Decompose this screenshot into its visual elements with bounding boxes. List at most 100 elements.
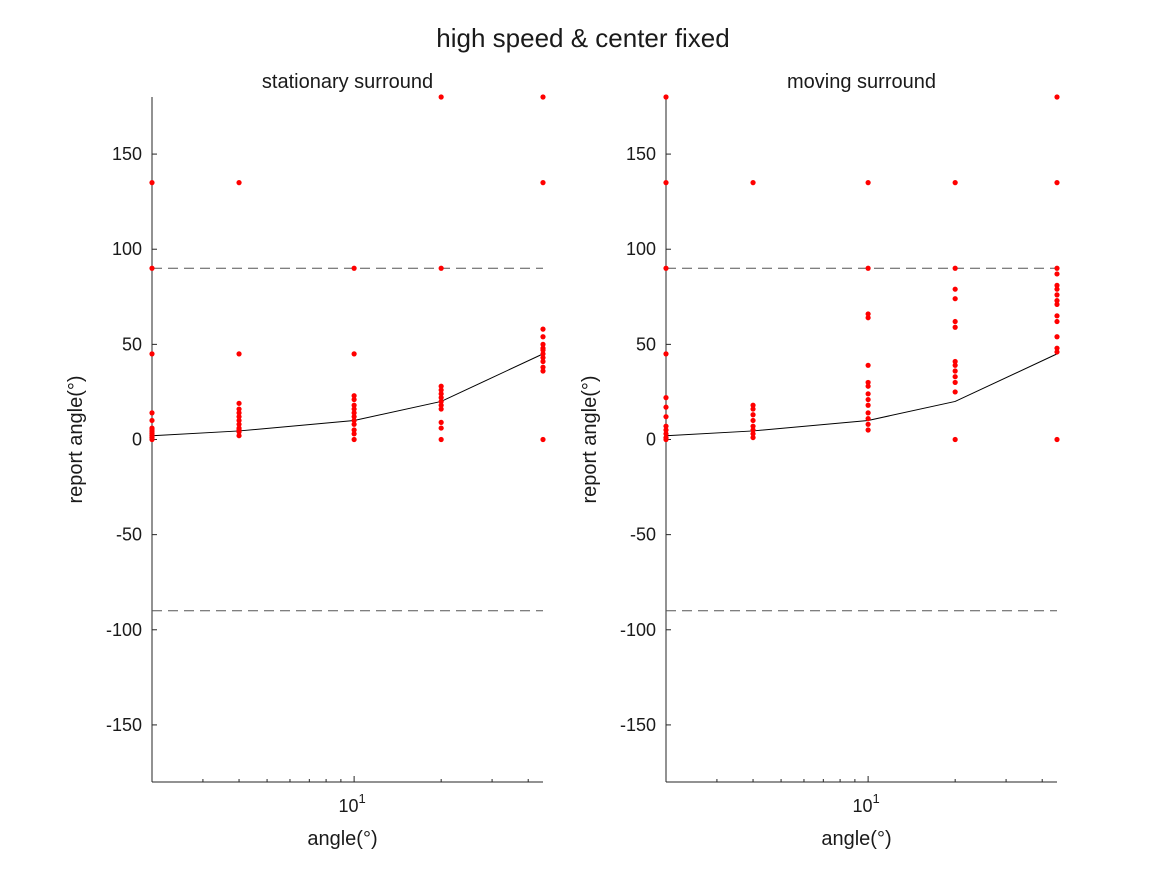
data-point xyxy=(438,436,444,443)
data-point xyxy=(438,419,444,425)
data-point xyxy=(540,326,546,332)
data-point xyxy=(540,334,546,340)
y-tick-label: 100 xyxy=(112,239,142,259)
data-point xyxy=(540,355,546,361)
y-tick-label: -150 xyxy=(620,715,656,735)
panel-moving-surround: moving surround -150 -100 -50 0 50 100 150 101 an… xyxy=(579,71,1060,850)
data-point xyxy=(1054,334,1060,340)
data-point xyxy=(865,402,871,408)
data-point xyxy=(351,414,357,420)
data-point xyxy=(236,410,242,416)
data-point xyxy=(750,417,756,424)
data-point xyxy=(438,406,444,412)
data-point xyxy=(865,391,871,397)
data-point xyxy=(540,368,546,374)
y-tick-label: 50 xyxy=(122,334,142,354)
data-point xyxy=(540,351,546,357)
data-point xyxy=(149,410,155,416)
data-point xyxy=(952,324,958,330)
data-point xyxy=(1054,297,1060,304)
data-point xyxy=(351,351,357,357)
data-point xyxy=(1054,180,1060,186)
data-point xyxy=(540,358,546,365)
data-point xyxy=(865,421,871,427)
data-point xyxy=(865,315,871,321)
data-point xyxy=(351,417,357,424)
y-tick-label: -100 xyxy=(620,620,656,640)
data-point xyxy=(865,379,871,386)
data-point xyxy=(540,364,546,370)
data-point xyxy=(438,265,444,271)
y-tick-label: 150 xyxy=(112,144,142,164)
data-point xyxy=(236,425,242,431)
data-point xyxy=(952,368,958,374)
data-point xyxy=(865,311,871,317)
data-point xyxy=(236,421,242,427)
data-point xyxy=(236,406,242,412)
data-point xyxy=(149,180,155,186)
data-point xyxy=(750,180,756,186)
y-tick-label: 100 xyxy=(626,239,656,259)
x-axis-label: angle(°) xyxy=(307,828,377,850)
data-point xyxy=(952,265,958,271)
data-point xyxy=(351,427,357,433)
data-point xyxy=(750,402,756,408)
data-point xyxy=(540,180,546,186)
y-tick-label: -100 xyxy=(106,620,142,640)
data-point xyxy=(952,296,958,302)
x-axis-label: angle(°) xyxy=(821,828,891,850)
data-point xyxy=(236,433,242,439)
data-point xyxy=(952,180,958,186)
data-point xyxy=(952,286,958,292)
data-point xyxy=(663,427,669,433)
data-point xyxy=(865,410,871,416)
data-point xyxy=(438,425,444,431)
data-point xyxy=(236,417,242,424)
data-point xyxy=(351,431,357,437)
data-point xyxy=(1054,292,1060,298)
data-point xyxy=(750,423,756,429)
data-point xyxy=(351,402,357,408)
data-point xyxy=(663,423,669,429)
y-tick-label: 0 xyxy=(646,430,656,450)
data-point xyxy=(351,396,357,403)
data-point xyxy=(236,400,242,406)
y-tick-label: -50 xyxy=(630,525,656,545)
y-tick-label: 150 xyxy=(626,144,656,164)
panel-stationary-surround: stationary surround -150 -100 -50 0 50 100 150 1… xyxy=(65,71,546,850)
data-point xyxy=(1054,286,1060,292)
data-point xyxy=(1054,436,1060,443)
y-axis-label: report angle(°) xyxy=(65,375,87,503)
data-point xyxy=(1054,94,1060,100)
y-tick-label: -150 xyxy=(106,715,142,735)
data-point xyxy=(438,94,444,100)
data-point xyxy=(438,387,444,393)
data-point xyxy=(865,362,871,368)
data-point xyxy=(952,362,958,368)
x-tick-label: 101 xyxy=(852,791,879,816)
data-point xyxy=(351,421,357,427)
data-point xyxy=(663,94,669,100)
data-point xyxy=(952,358,958,365)
data-point xyxy=(952,374,958,380)
x-tick-label: 101 xyxy=(338,791,365,816)
data-point xyxy=(438,383,444,389)
data-point xyxy=(351,436,357,443)
data-point xyxy=(438,398,444,405)
data-point xyxy=(149,417,155,424)
data-point xyxy=(1054,271,1060,277)
data-point xyxy=(540,436,546,443)
data-point xyxy=(663,414,669,420)
data-point xyxy=(438,402,444,408)
data-point xyxy=(663,404,669,410)
panel-title: stationary surround xyxy=(262,71,433,93)
data-point xyxy=(750,427,756,433)
data-point xyxy=(540,345,546,351)
data-point xyxy=(236,180,242,186)
data-point xyxy=(865,427,871,433)
data-point xyxy=(750,412,756,418)
data-point xyxy=(236,414,242,420)
data-point xyxy=(750,431,756,437)
data-point xyxy=(1054,318,1060,325)
data-point xyxy=(865,415,871,422)
